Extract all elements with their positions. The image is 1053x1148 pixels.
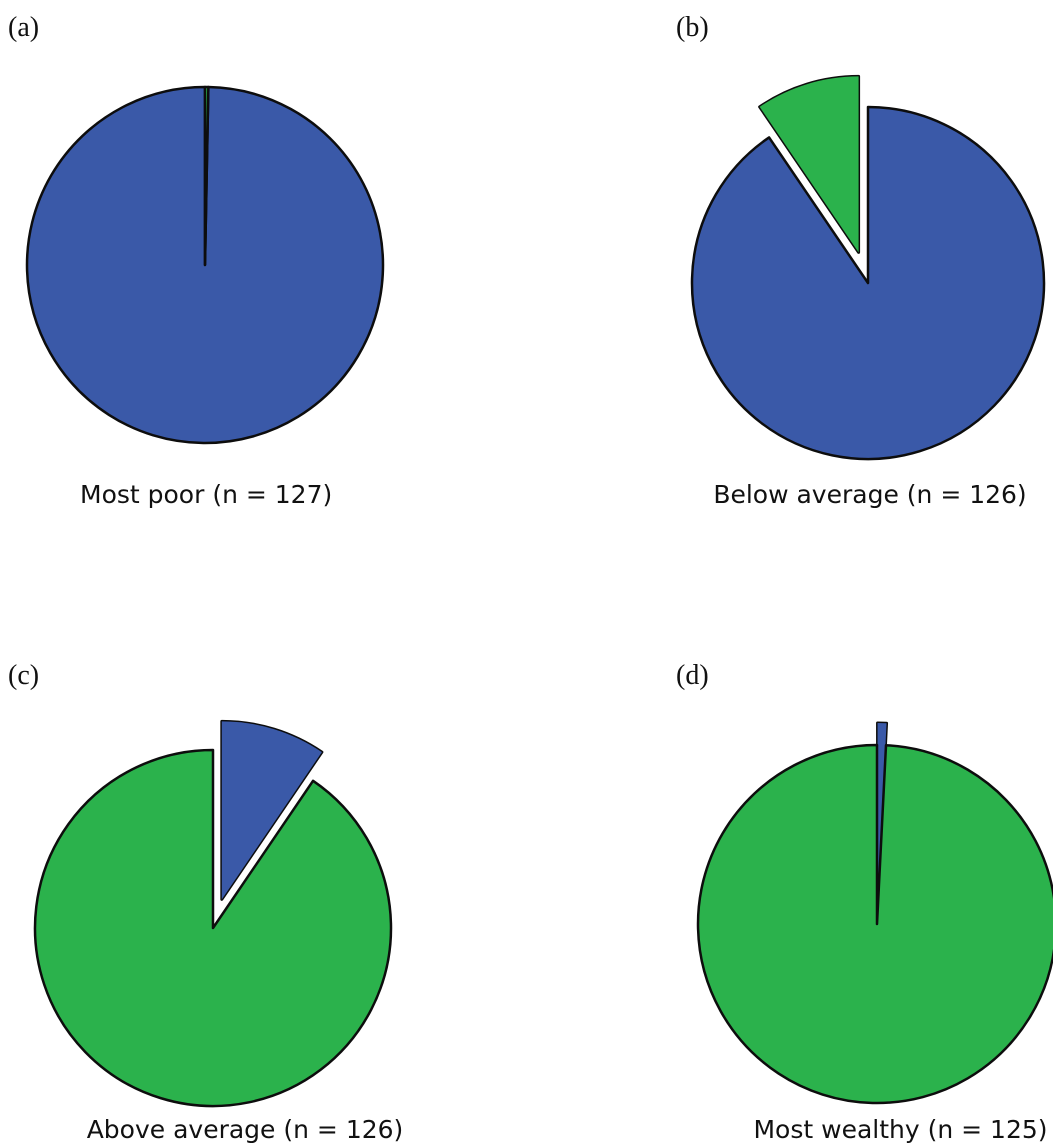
caption-a: Most poor (n = 127) xyxy=(80,480,333,509)
panel-label-d: (d) xyxy=(676,660,709,691)
pie-slice xyxy=(203,85,210,267)
pie-slice xyxy=(758,74,861,254)
pie-slice xyxy=(220,719,324,901)
caption-d: Most wealthy (n = 125) xyxy=(753,1115,1048,1144)
panel-label-b: (b) xyxy=(676,12,709,43)
panel-label-c: (c) xyxy=(8,660,40,691)
panel-label-a: (a) xyxy=(8,12,40,43)
caption-b: Below average (n = 126) xyxy=(713,480,1027,509)
pie-slice xyxy=(696,743,1053,1105)
caption-c: Above average (n = 126) xyxy=(86,1115,404,1144)
pie-slice xyxy=(33,748,393,1108)
pie-slice xyxy=(690,105,1046,461)
